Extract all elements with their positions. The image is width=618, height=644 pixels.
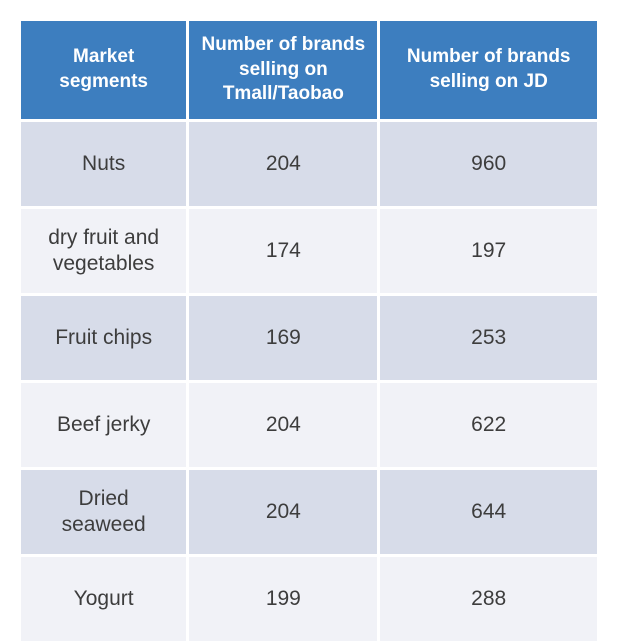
cell-tmall: 204 [189,470,377,554]
cell-segment: dry fruit and vegetables [21,209,186,293]
cell-segment: Beef jerky [21,383,186,467]
cell-jd: 960 [380,122,597,206]
table-row: Beef jerky204622 [21,383,597,467]
table-row: Dried seaweed204644 [21,470,597,554]
cell-jd: 622 [380,383,597,467]
cell-tmall: 204 [189,122,377,206]
brands-table: Market segments Number of brands selling… [18,18,600,644]
cell-jd: 644 [380,470,597,554]
cell-tmall: 204 [189,383,377,467]
header-segment: Market segments [21,21,186,119]
cell-tmall: 169 [189,296,377,380]
table-body: Nuts204960dry fruit and vegetables174197… [21,122,597,641]
table-row: Yogurt199288 [21,557,597,641]
cell-segment: Yogurt [21,557,186,641]
cell-segment: Dried seaweed [21,470,186,554]
cell-segment: Nuts [21,122,186,206]
cell-jd: 288 [380,557,597,641]
cell-jd: 253 [380,296,597,380]
cell-tmall: 174 [189,209,377,293]
table-row: Nuts204960 [21,122,597,206]
header-tmall: Number of brands selling on Tmall/Taobao [189,21,377,119]
header-jd: Number of brands selling on JD [380,21,597,119]
cell-segment: Fruit chips [21,296,186,380]
cell-jd: 197 [380,209,597,293]
table-row: Fruit chips169253 [21,296,597,380]
table-header-row: Market segments Number of brands selling… [21,21,597,119]
cell-tmall: 199 [189,557,377,641]
table-row: dry fruit and vegetables174197 [21,209,597,293]
